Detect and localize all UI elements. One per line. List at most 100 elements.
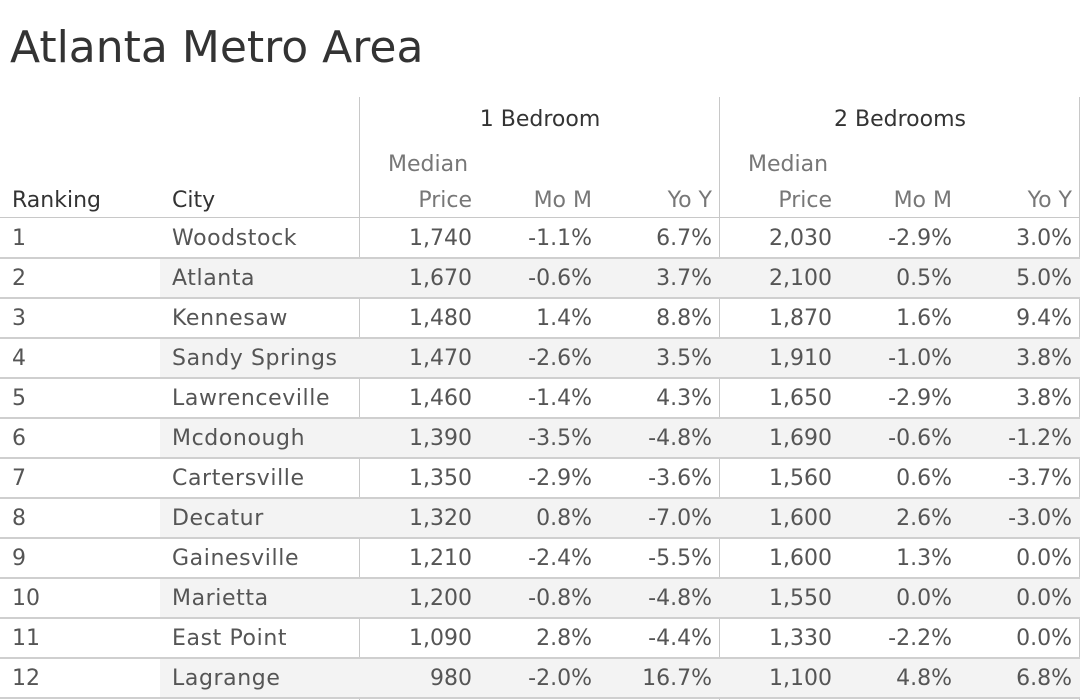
cell-b1-price: 1,210 — [409, 546, 472, 571]
cell-b1-yoy: 4.3% — [656, 386, 712, 411]
group-header-2-bedrooms: 2 Bedrooms — [834, 107, 966, 132]
row-rule — [0, 297, 1080, 299]
table-row: 3 Kennesaw 1,480 1.4% 8.8% 1,870 1.6% 9.4% — [0, 299, 1080, 339]
table-row: 8 Decatur 1,320 0.8% -7.0% 1,600 2.6% -3.0% — [0, 499, 1080, 539]
cell-b1-mom: 0.8% — [536, 506, 592, 531]
column-header-b2-yoy: Yo Y — [1027, 188, 1072, 213]
cell-b1-yoy: 3.7% — [656, 266, 712, 291]
cell-b2-yoy: 3.0% — [1016, 226, 1072, 251]
cell-city: Decatur — [172, 506, 264, 531]
cell-rank: 3 — [12, 306, 26, 331]
row-rule — [0, 657, 1080, 659]
cell-rank: 1 — [12, 226, 26, 251]
cell-b2-mom: 0.6% — [896, 466, 952, 491]
row-rule — [0, 497, 1080, 499]
cell-b1-yoy: -4.8% — [648, 586, 712, 611]
table-row: 12 Lagrange 980 -2.0% 16.7% 1,100 4.8% 6.8% — [0, 659, 1080, 699]
row-rule — [0, 697, 1080, 699]
cell-b2-mom: 1.3% — [896, 546, 952, 571]
table-row: 1 Woodstock 1,740 -1.1% 6.7% 2,030 -2.9% 3.0% — [0, 219, 1080, 259]
divider-bedroom-groups — [719, 97, 720, 700]
row-stripe — [160, 339, 1080, 377]
cell-city: Mcdonough — [172, 426, 306, 451]
row-rule — [0, 457, 1080, 459]
cell-b2-yoy: 3.8% — [1016, 386, 1072, 411]
row-rule — [0, 577, 1080, 579]
cell-b1-yoy: 8.8% — [656, 306, 712, 331]
cell-city: Lagrange — [172, 666, 281, 691]
cell-b1-mom: -2.4% — [528, 546, 592, 571]
cell-b2-price: 1,600 — [769, 506, 832, 531]
cell-b2-mom: 0.0% — [896, 586, 952, 611]
cell-b1-price: 1,320 — [409, 506, 472, 531]
header-rule — [0, 217, 1080, 218]
cell-b2-price: 1,690 — [769, 426, 832, 451]
column-header-b1-median: Median — [388, 152, 469, 177]
cell-b1-price: 1,670 — [409, 266, 472, 291]
cell-b2-yoy: 0.0% — [1016, 546, 1072, 571]
cell-b2-mom: -2.9% — [888, 386, 952, 411]
cell-b1-yoy: 16.7% — [642, 666, 712, 691]
cell-rank: 11 — [12, 626, 40, 651]
cell-b2-mom: -2.2% — [888, 626, 952, 651]
cell-b2-mom: 2.6% — [896, 506, 952, 531]
cell-b2-price: 1,600 — [769, 546, 832, 571]
cell-b1-yoy: -3.6% — [648, 466, 712, 491]
row-stripe — [160, 499, 1080, 537]
cell-b1-price: 1,390 — [409, 426, 472, 451]
cell-city: Lawrenceville — [172, 386, 331, 411]
cell-b1-price: 1,740 — [409, 226, 472, 251]
table-row: 7 Cartersville 1,350 -2.9% -3.6% 1,560 0.6% -3.… — [0, 459, 1080, 499]
table-row: 6 Mcdonough 1,390 -3.5% -4.8% 1,690 -0.6% -1.2% — [0, 419, 1080, 459]
table-row: 5 Lawrenceville 1,460 -1.4% 4.3% 1,650 -2.9% 3.… — [0, 379, 1080, 419]
cell-b1-price: 980 — [430, 666, 472, 691]
cell-b2-price: 2,100 — [769, 266, 832, 291]
cell-rank: 8 — [12, 506, 26, 531]
cell-b2-price: 1,650 — [769, 386, 832, 411]
cell-b1-price: 1,480 — [409, 306, 472, 331]
cell-b1-yoy: -5.5% — [648, 546, 712, 571]
table-row: 2 Atlanta 1,670 -0.6% 3.7% 2,100 0.5% 5.0% — [0, 259, 1080, 299]
table-row: 11 East Point 1,090 2.8% -4.4% 1,330 -2.2% 0.0% — [0, 619, 1080, 659]
cell-b1-price: 1,350 — [409, 466, 472, 491]
cell-b2-yoy: -3.0% — [1008, 506, 1072, 531]
column-header-city: City — [172, 188, 216, 213]
cell-b2-yoy: 6.8% — [1016, 666, 1072, 691]
cell-b2-price: 1,910 — [769, 346, 832, 371]
cell-b2-mom: 0.5% — [896, 266, 952, 291]
cell-b2-mom: -2.9% — [888, 226, 952, 251]
cell-rank: 7 — [12, 466, 26, 491]
page-title: Atlanta Metro Area — [10, 22, 424, 73]
cell-rank: 12 — [12, 666, 40, 691]
cell-b1-mom: -2.9% — [528, 466, 592, 491]
column-header-b2-median: Median — [748, 152, 829, 177]
table-row: 4 Sandy Springs 1,470 -2.6% 3.5% 1,910 -1.0% 3.… — [0, 339, 1080, 379]
cell-city: Sandy Springs — [172, 346, 338, 371]
cell-b2-price: 1,100 — [769, 666, 832, 691]
cell-b2-yoy: 0.0% — [1016, 586, 1072, 611]
cell-b1-yoy: 6.7% — [656, 226, 712, 251]
cell-city: Gainesville — [172, 546, 300, 571]
column-header-b1-mom: Mo M — [533, 188, 592, 213]
cell-b1-price: 1,090 — [409, 626, 472, 651]
cell-city: Cartersville — [172, 466, 305, 491]
row-rule — [0, 257, 1080, 259]
cell-rank: 6 — [12, 426, 26, 451]
cell-b1-price: 1,460 — [409, 386, 472, 411]
cell-b2-price: 2,030 — [769, 226, 832, 251]
cell-rank: 10 — [12, 586, 40, 611]
cell-b2-price: 1,330 — [769, 626, 832, 651]
cell-b2-mom: 4.8% — [896, 666, 952, 691]
cell-b1-yoy: -4.4% — [648, 626, 712, 651]
table-row: 9 Gainesville 1,210 -2.4% -5.5% 1,600 1.3% 0.0% — [0, 539, 1080, 579]
cell-b1-mom: -0.8% — [528, 586, 592, 611]
cell-b2-yoy: -3.7% — [1008, 466, 1072, 491]
cell-b1-mom: 2.8% — [536, 626, 592, 651]
cell-b1-yoy: -4.8% — [648, 426, 712, 451]
cell-b2-yoy: 9.4% — [1016, 306, 1072, 331]
cell-b2-mom: -1.0% — [888, 346, 952, 371]
cell-b2-price: 1,560 — [769, 466, 832, 491]
rankings-table: 1 Bedroom 2 Bedrooms Ranking City Median… — [0, 97, 1084, 700]
row-rule — [0, 417, 1080, 419]
row-stripe — [160, 579, 1080, 617]
